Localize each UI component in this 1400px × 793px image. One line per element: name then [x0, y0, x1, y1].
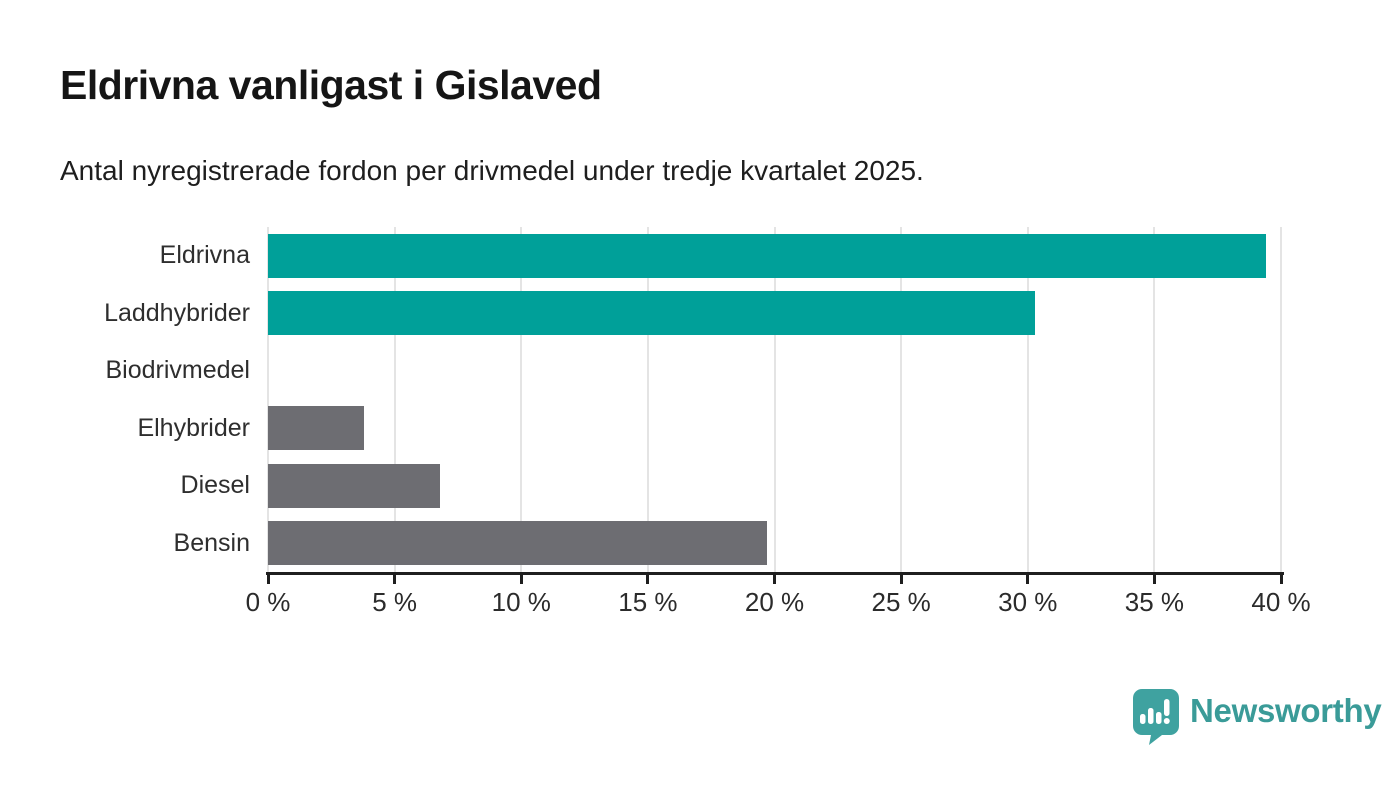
x-axis-tick [1279, 575, 1283, 584]
x-axis-tick-label: 30 % [998, 587, 1058, 617]
x-axis-tick [519, 575, 523, 584]
category-label-diesel: Diesel [180, 471, 250, 500]
x-axis-tick [899, 575, 903, 584]
chart-subtitle: Antal nyregistrerade fordon per drivmede… [60, 155, 924, 186]
bar-diesel [268, 463, 441, 508]
category-label-biodrivmedel: Biodrivmedel [105, 356, 250, 385]
gridline [646, 227, 649, 572]
x-axis-tick-label: 40 % [1251, 587, 1311, 617]
gridline [1026, 227, 1029, 572]
chart-title: Eldrivna vanligast i Gislaved [60, 62, 602, 108]
gridline [900, 227, 903, 572]
gridline [1280, 227, 1282, 572]
x-axis-tick-label: 25 % [871, 587, 931, 617]
x-axis-tick-label: 35 % [1124, 587, 1184, 617]
bar-elhybrider [268, 406, 365, 451]
gridline [773, 227, 776, 572]
bar-eldrivna [268, 233, 1266, 278]
gridline [393, 227, 396, 572]
category-label-elhybrider: Elhybrider [137, 413, 250, 442]
x-axis-tick-label: 10 % [491, 587, 551, 617]
x-axis-tick [1152, 575, 1156, 584]
x-axis-tick-label: 20 % [744, 587, 805, 617]
plot-area [267, 227, 1282, 572]
x-axis-tick [646, 575, 650, 584]
gridline [267, 227, 269, 572]
category-label-laddhybrider: Laddhybrider [104, 298, 250, 327]
category-label-bensin: Bensin [173, 528, 250, 557]
x-axis-tick-label: 15 % [618, 587, 678, 617]
x-axis-tick-label: 5 % [372, 587, 418, 617]
gridline [520, 227, 523, 572]
x-axis-tick [393, 575, 397, 584]
x-axis-tick [773, 575, 776, 584]
x-axis-tick [1026, 575, 1030, 584]
category-label-eldrivna: Eldrivna [159, 241, 250, 270]
x-axis-tick [266, 575, 270, 584]
newsworthy-logo-text: Newsworthy [1190, 692, 1382, 729]
newsworthy-logo[interactable]: Newsworthy [1130, 688, 1382, 746]
gridline [1153, 227, 1156, 572]
bar-laddhybrider [268, 291, 1036, 336]
x-axis-line [266, 572, 1284, 575]
bar-bensin [268, 521, 767, 566]
newsworthy-logo-icon [1133, 689, 1179, 745]
x-axis-tick-label: 0 % [245, 587, 291, 617]
logo-barchart-glyph [1140, 699, 1170, 724]
